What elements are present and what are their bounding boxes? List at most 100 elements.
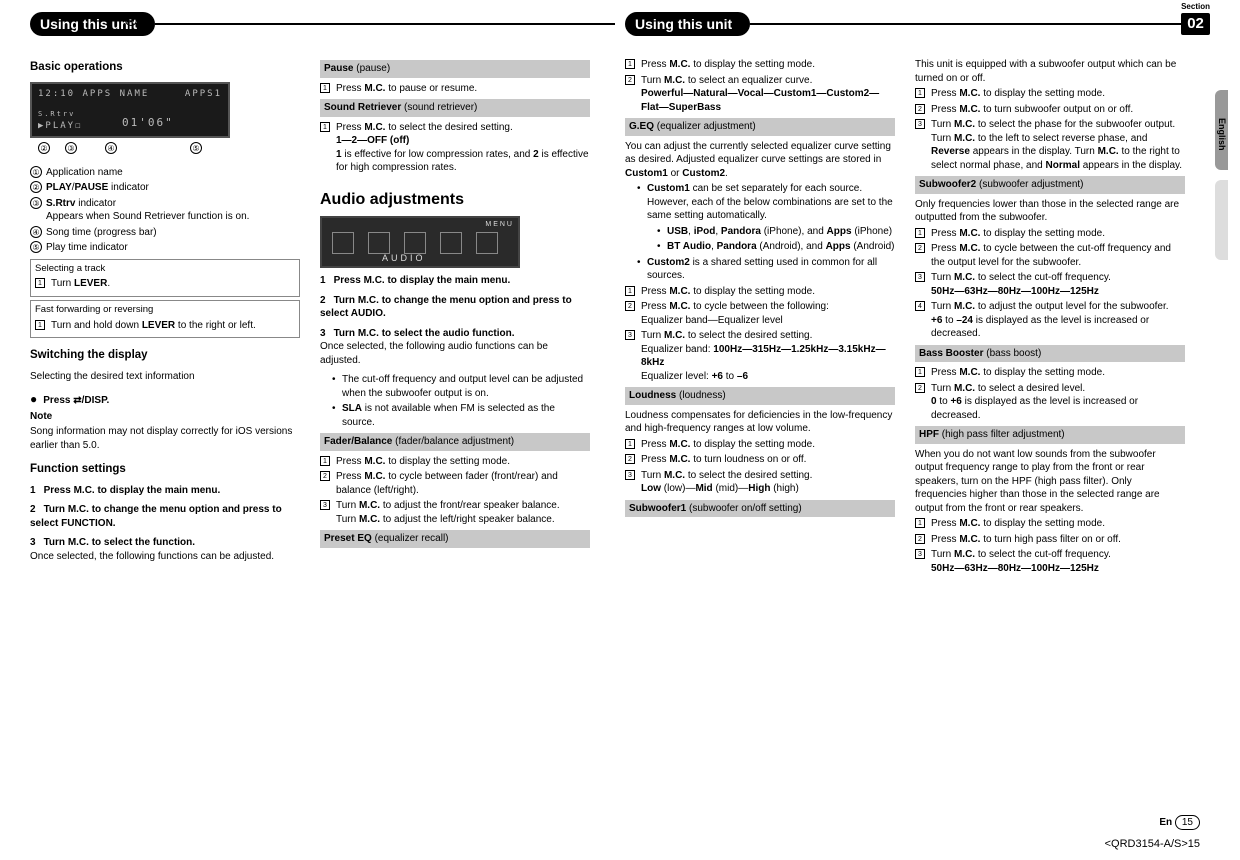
menu-icon [440,232,462,254]
hpf-intro: When you do not want low sounds from the… [915,448,1185,516]
fader-balance-bar: Fader/Balance (fader/balance adjustment) [320,433,590,451]
fb-step: 3Turn M.C. to adjust the front/rear spea… [320,499,590,526]
hpf-step: 3Turn M.C. to select the cut-off frequen… [915,548,1185,575]
fb-step: 1Press M.C. to display the setting mode. [320,455,590,469]
hpf-bar: HPF (high pass filter adjustment) [915,426,1185,444]
loud-step: 1Press M.C. to display the setting mode. [625,438,895,452]
page-spread: Section 02 English Using this unit Basic… [0,0,1240,860]
sub2-step: 4Turn M.C. to adjust the output level fo… [915,300,1185,341]
func-step-3: 3Turn M.C. to select the function.Once s… [30,536,300,563]
header-left: Using this unit [30,10,615,38]
audio-note: SLA is not available when FM is selected… [332,402,590,429]
geq-bar: G.EQ (equalizer adjustment) [625,118,895,136]
menu-icon [368,232,390,254]
audio-adjustments-title: Audio adjustments [320,189,590,211]
subwoofer1-bar: Subwoofer1 (subwoofer on/off setting) [625,500,895,518]
subwoofer2-bar: Subwoofer2 (subwoofer adjustment) [915,176,1185,194]
sub1-step: 1Press M.C. to display the setting mode. [915,87,1185,101]
display-time: 01'06" [122,116,174,131]
display-srtrv: S.Rtrv [38,110,75,119]
func-step-2: 2Turn M.C. to change the menu option and… [30,503,300,530]
callout-item: ⑤Play time indicator [30,241,300,255]
callout-row: ② ③ ④ ⑤ [30,142,230,162]
column-3: 1Press M.C. to display the setting mode.… [625,56,895,830]
callout-item: ②PLAY/PAUSE indicator [30,181,300,195]
func-step-1: 1Press M.C. to display the main menu. [30,484,300,498]
preset-eq-bar: Preset EQ (equalizer recall) [320,530,590,548]
switching-display-title: Switching the display [30,348,300,364]
pause-step: 1Press M.C. to pause or resume. [320,82,590,96]
callout-2-marker: ② [38,142,50,154]
audio-label: AUDIO [382,252,426,264]
sound-retriever-bar: Sound Retriever (sound retriever) [320,99,590,117]
column-4: This unit is equipped with a subwoofer o… [915,56,1185,830]
hpf-step: 1Press M.C. to display the setting mode. [915,517,1185,531]
sub2-step: 3Turn M.C. to select the cut-off frequen… [915,271,1185,298]
column-2: Pause (pause) 1Press M.C. to pause or re… [320,56,590,830]
box-title: Fast forwarding or reversing [35,304,153,315]
sub2-step: 2Press M.C. to cycle between the cut-off… [915,242,1185,269]
bass-booster-bar: Bass Booster (bass boost) [915,345,1185,363]
section-badge: Section 02 [1181,2,1210,35]
sr-step: 1Press M.C. to select the desired settin… [320,121,590,175]
menu-icon [332,232,354,254]
note-text: Song information may not display correct… [30,425,300,452]
audio-step-1: 1Press M.C. to display the main menu. [320,274,590,288]
display-play: ▶PLAY☐ [38,120,83,132]
callout-4-marker: ④ [105,142,117,154]
display-clock: 12:10 APPS NAME [38,88,149,100]
geq-step: 3Turn M.C. to select the desired setting… [625,329,895,383]
callout-item: ④Song time (progress bar) [30,226,300,240]
switching-display-sub: Selecting the desired text information [30,370,300,384]
language-tab: English [1215,90,1228,170]
callout-item: ①Application name [30,166,300,180]
callout-item: ③S.Rtrv indicatorAppears when Sound Retr… [30,197,300,224]
ff-rev-box: Fast forwarding or reversing 1Turn and h… [30,300,300,338]
page-number: En 15 [1159,815,1200,831]
audio-notes: The cut-off frequency and output level c… [332,373,590,429]
press-disp-action: ●Press ⇄/DISP. [30,391,300,408]
language-tab-secondary [1215,180,1228,260]
right-page: Using this unit 1Press M.C. to display t… [625,10,1210,830]
menu-icon [476,232,498,254]
document-id: <QRD3154-A/S>15 [1105,837,1200,852]
box-step: 1Turn and hold down LEVER to the right o… [35,319,295,333]
geq-custom1: Custom1 can be set separately for each s… [637,182,895,254]
callout-5-marker: ⑤ [190,142,202,154]
note-label: Note [30,410,300,424]
callout-1-marker: ① [125,14,137,26]
geq-combo: BT Audio, Pandora (Android), and Apps (A… [657,240,895,254]
loudness-intro: Loudness compensates for deficiencies in… [625,409,895,436]
header-title-right: Using this unit [625,12,750,37]
loud-step: 3Turn M.C. to select the desired setting… [625,469,895,496]
basic-operations-title: Basic operations [30,60,300,76]
menu-icons [332,232,498,254]
section-number: 02 [1181,13,1210,35]
callout-list: ①Application name ②PLAY/PAUSE indicator … [30,166,300,255]
sub1-step: 2Press M.C. to turn subwoofer output on … [915,103,1185,117]
lcd-display-mock: 12:10 APPS NAME APPS1 S.Rtrv ▶PLAY☐ 01'0… [30,82,230,138]
pause-bar: Pause (pause) [320,60,590,78]
preset-step: 2Turn M.C. to select an equalizer curve.… [625,74,895,115]
geq-custom2: Custom2 is a shared setting used in comm… [637,256,895,283]
preset-step: 1Press M.C. to display the setting mode. [625,58,895,72]
header-rule [750,23,1210,25]
audio-note: The cut-off frequency and output level c… [332,373,590,400]
sub1-intro: This unit is equipped with a subwoofer o… [915,58,1185,85]
column-1: Basic operations ① 12:10 APPS NAME APPS1… [30,56,300,830]
header-right: Using this unit [625,10,1210,38]
fb-step: 2Press M.C. to cycle between fader (fron… [320,470,590,497]
hpf-step: 2Press M.C. to turn high pass filter on … [915,533,1185,547]
box-title: Selecting a track [35,263,105,274]
geq-step: 1Press M.C. to display the setting mode. [625,285,895,299]
bb-step: 1Press M.C. to display the setting mode. [915,366,1185,380]
sub1-step: 3Turn M.C. to select the phase for the s… [915,118,1185,172]
select-track-box: Selecting a track 1Turn LEVER. [30,259,300,297]
menu-icon [404,232,426,254]
audio-menu-mock: MENU AUDIO [320,216,520,268]
loudness-bar: Loudness (loudness) [625,387,895,405]
loud-step: 2Press M.C. to turn loudness on or off. [625,453,895,467]
display-apps: APPS1 [185,88,222,100]
geq-step: 2Press M.C. to cycle between the followi… [625,300,895,327]
sub2-intro: Only frequencies lower than those in the… [915,198,1185,225]
